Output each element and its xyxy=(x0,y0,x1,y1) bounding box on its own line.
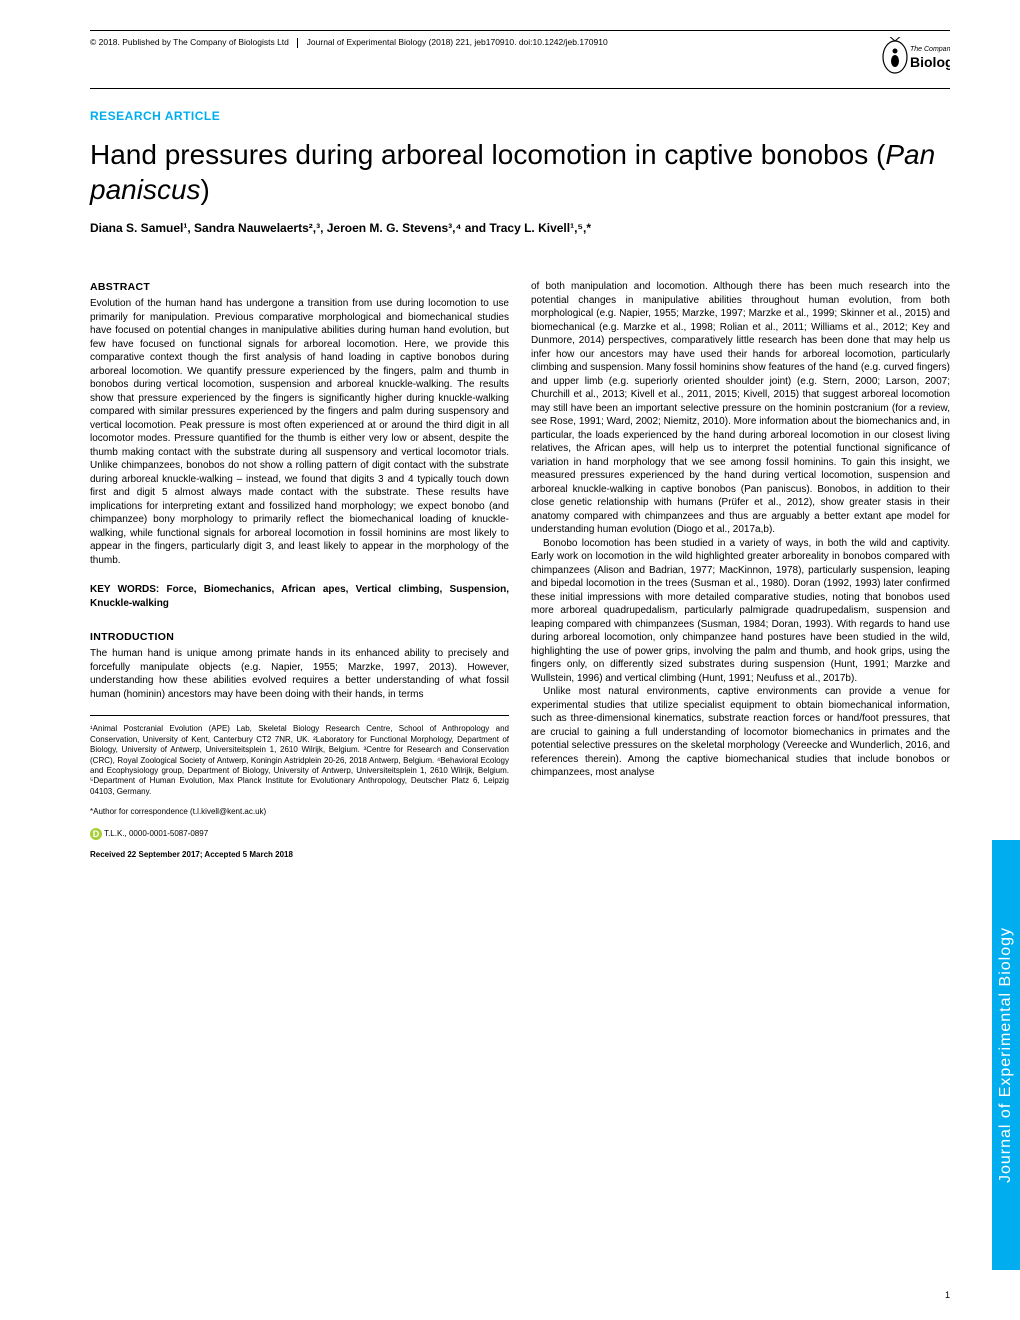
body-paragraph-3: Unlike most natural environments, captiv… xyxy=(531,685,950,780)
right-column: of both manipulation and locomotion. Alt… xyxy=(531,280,950,861)
copyright-text: © 2018. Published by The Company of Biol… xyxy=(90,37,289,47)
keywords: KEY WORDS: Force, Biomechanics, African … xyxy=(90,583,509,610)
body-paragraph-1: of both manipulation and locomotion. Alt… xyxy=(531,280,950,537)
citation-text: Journal of Experimental Biology (2018) 2… xyxy=(307,37,608,47)
page-number: 1 xyxy=(945,1290,950,1300)
intro-paragraph: The human hand is unique among primate h… xyxy=(90,647,509,701)
dates: Received 22 September 2017; Accepted 5 M… xyxy=(90,850,509,861)
affiliations: ¹Animal Postcranial Evolution (APE) Lab,… xyxy=(90,715,509,797)
orcid-icon: D xyxy=(90,828,102,840)
svg-text:The Company of: The Company of xyxy=(910,46,950,53)
orcid-line: D T.L.K., 0000-0001-5087-0897 xyxy=(90,828,509,840)
article-title: Hand pressures during arboreal locomotio… xyxy=(90,137,950,207)
correspondence: *Author for correspondence (t.l.kivell@k… xyxy=(90,807,509,818)
left-column: ABSTRACT Evolution of the human hand has… xyxy=(90,280,509,861)
authors-list: Diana S. Samuel¹, Sandra Nauwelaerts²,³,… xyxy=(90,221,950,235)
article-type-label: RESEARCH ARTICLE xyxy=(90,109,950,123)
abstract-heading: ABSTRACT xyxy=(90,280,509,294)
journal-side-tab: Journal of Experimental Biology xyxy=(992,840,1020,1270)
introduction-heading: INTRODUCTION xyxy=(90,630,509,644)
page-header: © 2018. Published by The Company of Biol… xyxy=(90,37,950,89)
orcid-text: T.L.K., 0000-0001-5087-0897 xyxy=(104,829,208,838)
body-paragraph-2: Bonobo locomotion has been studied in a … xyxy=(531,537,950,686)
publisher-logo: The Company of Biologists xyxy=(880,37,950,80)
abstract-text: Evolution of the human hand has undergon… xyxy=(90,297,509,567)
svg-text:Biologists: Biologists xyxy=(910,54,950,70)
